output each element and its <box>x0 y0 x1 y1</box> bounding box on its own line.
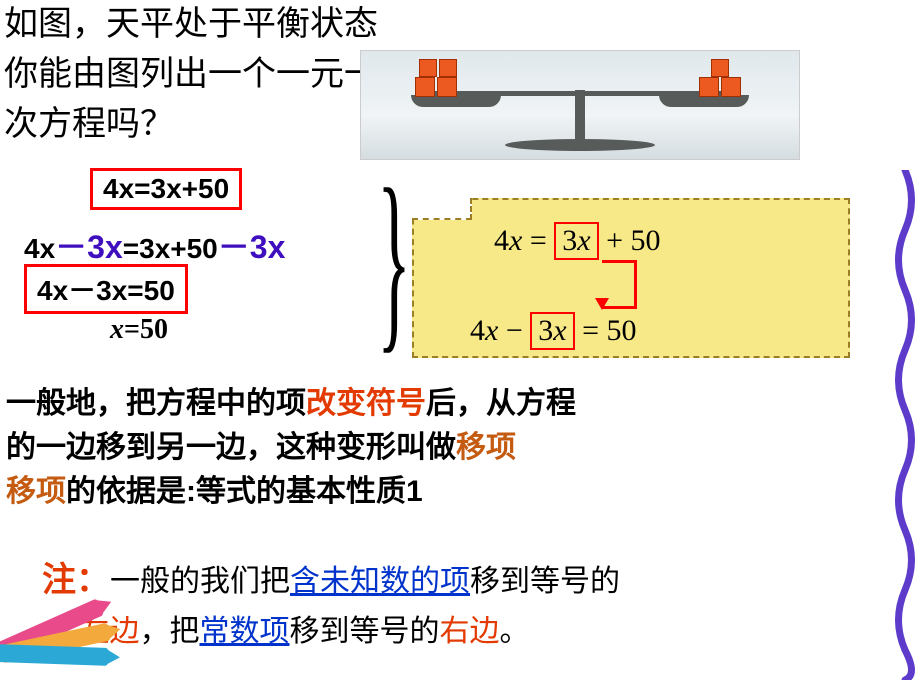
yb1-3x-box: 3x <box>554 222 598 260</box>
def-p1a: 一般地，把方程中的项 <box>6 387 306 420</box>
yb2-50: = 50 <box>575 314 637 347</box>
balance-base <box>505 139 655 151</box>
yb2-x: x <box>485 314 498 347</box>
def-p1b: 后，从方程 <box>426 387 576 420</box>
intro-line1: 如图，天平处于平衡状态 <box>4 6 378 43</box>
yb1-50: + 50 <box>599 224 661 257</box>
crayon-blue <box>0 644 108 666</box>
eq3-text: 4x－3x=50 <box>37 275 175 306</box>
right-cubes-top <box>711 59 729 77</box>
note-l2a: ，把 <box>140 615 200 648</box>
def-p3-orange: 移项 <box>6 475 66 508</box>
yb2-minus: − <box>498 314 530 347</box>
eq4-eq50: =50 <box>124 314 168 345</box>
note-right-red: 右边 <box>440 615 500 648</box>
yb1-4: 4 <box>494 224 509 257</box>
def-p1-red: 改变符号 <box>306 387 426 420</box>
note-l2-blue: 常数项 <box>200 615 290 648</box>
red-arrow-vertical <box>634 260 637 308</box>
right-squiggle-decoration <box>890 170 920 680</box>
yellow-eq-2: 4x − 3x = 50 <box>470 312 637 350</box>
yb2-4: 4 <box>470 314 485 347</box>
red-arrow-head <box>595 298 609 310</box>
eq1-text: 4x=3x+50 <box>103 173 229 204</box>
yellow-eq-1: 4x = 3x + 50 <box>494 222 661 260</box>
yb1-x: x <box>509 224 522 257</box>
note-l1-blue: 含未知数的项 <box>290 565 470 598</box>
equation-line-4: x=50 <box>110 314 168 346</box>
note-l1a: 一般的我们把 <box>110 565 290 598</box>
def-line2: 的一边移到另一边，这种变形叫做移项 <box>6 426 576 470</box>
def-line1: 一般地，把方程中的项改变符号后，从方程 <box>6 382 576 426</box>
intro-line2: 你能由图列出一个一元一 <box>4 56 378 93</box>
crayons-icon <box>0 590 130 680</box>
eq2-3x-left: 3x <box>87 229 123 266</box>
note-l2b: 移到等号的 <box>290 615 440 648</box>
right-cubes-bottom <box>699 77 741 97</box>
intro-line3: 次方程吗？ <box>4 106 174 143</box>
problem-statement: 如图，天平处于平衡状态 你能由图列出一个一元一 次方程吗？ <box>4 0 378 150</box>
eq2-4x: 4x <box>24 233 55 265</box>
note-l1b: 移到等号的 <box>470 565 620 598</box>
balance-stem <box>575 90 585 145</box>
eq2-rest: =3x+50 <box>123 233 218 265</box>
left-cubes-top <box>419 59 457 77</box>
left-cubes-bottom <box>415 77 457 97</box>
yellow-highlight-box: 4x = 3x + 50 4x − 3x = 50 <box>412 198 850 358</box>
equation-line-2: 4x － 3x =3x+50 － 3x <box>24 222 285 268</box>
eq2-3x-right: 3x <box>250 229 286 266</box>
yb1-eq: = <box>522 224 554 257</box>
equation-boxed-3: 4x－3x=50 <box>24 264 188 314</box>
eq2-minus2: － <box>218 222 250 268</box>
balance-scale-image <box>360 50 800 160</box>
def-p2a: 的一边移到另一边，这种变形叫做 <box>6 431 456 464</box>
def-line3: 移项的依据是:等式的基本性质1 <box>6 470 576 514</box>
note-end: 。 <box>500 615 530 648</box>
yellow-notch <box>412 198 472 220</box>
def-p3a: 的依据是:等式的基本性质1 <box>66 475 423 508</box>
curly-brace: } <box>377 160 411 360</box>
equation-boxed-1: 4x=3x+50 <box>90 168 242 210</box>
red-arrow-h-top <box>602 260 637 263</box>
eq2-minus1: － <box>55 222 87 268</box>
eq4-x: x <box>110 314 124 345</box>
yb2-3x-box: 3x <box>530 312 574 350</box>
def-p2-orange: 移项 <box>456 431 516 464</box>
definition-text: 一般地，把方程中的项改变符号后，从方程 的一边移到另一边，这种变形叫做移项 移项… <box>6 382 576 514</box>
